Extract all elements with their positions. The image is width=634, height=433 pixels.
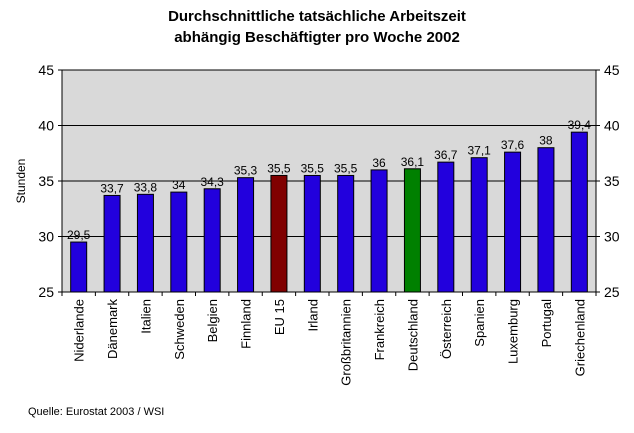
y-tick-label-left: 35 [38,173,54,189]
y-tick-label-left: 30 [38,229,54,245]
bar-eu-15 [270,174,288,293]
bar-dänemark [103,194,121,293]
bar-frankreich [370,169,388,293]
category-label: Niderlande [72,299,87,362]
value-label: 33,8 [134,180,158,194]
bar-großbritannien [337,174,355,293]
bar-irland [303,174,321,293]
chart-title-line-1: Durchschnittliche tatsächliche Arbeitsze… [168,8,466,25]
y-tick-label-right: 35 [604,173,620,189]
value-label: 36 [372,156,386,170]
y-tick-label-left: 45 [38,62,54,78]
category-label: Finnland [239,299,254,349]
bar-österreich [437,161,455,293]
y-tick-label-right: 25 [604,284,620,300]
category-label: Griechenland [572,299,587,376]
y-tick-label-right: 30 [604,229,620,245]
category-label: EU 15 [272,299,287,335]
bar-griechenland [570,131,588,293]
category-label: Spanien [472,299,487,347]
value-label: 37,1 [468,144,492,158]
bar-portugal [537,147,555,293]
bar-luxemburg [504,151,522,293]
value-label: 39,4 [568,118,592,132]
bar-niderlande [70,241,88,293]
value-label: 37,6 [501,138,525,152]
category-label: Irland [305,299,320,332]
value-label: 35,5 [334,161,358,175]
value-label: 33,7 [100,181,124,195]
value-label: 35,5 [267,161,291,175]
value-label: 34,3 [201,175,225,189]
category-label: Belgien [205,299,220,342]
bar-spanien [470,157,488,293]
value-label: 29,5 [67,228,91,242]
value-label: 34 [172,178,186,192]
bar-deutschland [403,168,421,293]
value-label: 36,1 [401,155,425,169]
chart-title: Durchschnittliche tatsächliche Arbeitsze… [0,6,634,48]
category-label: Luxemburg [506,299,521,364]
category-label: Portugal [539,299,554,348]
y-axis-title: Stunden [14,159,28,204]
y-tick-label-right: 40 [604,118,620,134]
category-label: Italien [138,299,153,334]
y-tick-label-left: 40 [38,118,54,134]
category-label: Dänemark [105,299,120,359]
chart-title-line-2: abhängig Beschäftigter pro Woche 2002 [174,29,460,46]
bar-belgien [203,188,221,293]
bar-italien [136,193,154,293]
value-label: 36,7 [434,148,458,162]
value-label: 35,5 [301,161,325,175]
y-tick-label-left: 25 [38,284,54,300]
value-label: 38 [539,134,553,148]
value-label: 35,3 [234,164,258,178]
category-label: Deutschland [405,299,420,371]
bar-schweden [170,191,188,293]
category-label: Frankreich [372,299,387,360]
category-label: Großbritannien [339,299,354,386]
category-label: Österreich [439,299,454,359]
source-note: Quelle: Eurostat 2003 / WSI [28,406,165,418]
y-tick-label-right: 45 [604,62,620,78]
bar-finnland [237,177,255,293]
category-label: Schweden [172,299,187,360]
